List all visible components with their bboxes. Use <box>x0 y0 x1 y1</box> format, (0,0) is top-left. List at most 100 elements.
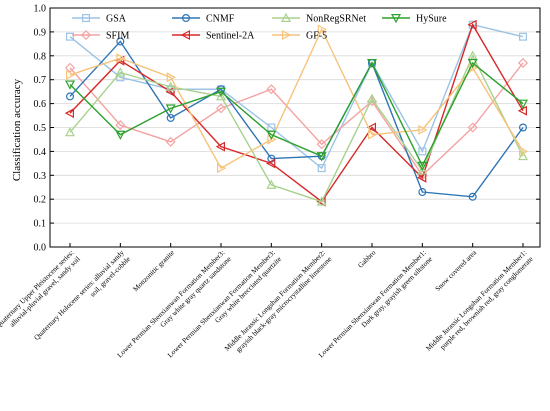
series-gf-5-point <box>418 124 428 135</box>
y-axis-label: Classification accuracy <box>11 78 23 181</box>
series-cnmf-point <box>518 123 527 132</box>
legend-cnmf-point <box>182 14 191 23</box>
series-gsa-point <box>518 32 527 41</box>
x-tick-label-line: Snow covered area <box>434 248 479 293</box>
series-hysure-point <box>215 87 227 97</box>
series-cnmf-point <box>418 188 427 197</box>
legend-gf-5-label: GF-5 <box>306 31 327 42</box>
legend-nonregsrnet-label: NonRegSRNet <box>306 14 366 25</box>
legend-gsa-label: GSA <box>106 14 127 25</box>
series-sentinel-2a-point <box>64 108 75 119</box>
series-sentinel-2a-line <box>69 23 524 203</box>
series-sfim-point <box>215 103 227 114</box>
series-nonregsrnet-point <box>215 91 227 101</box>
y-tick-label: 0.0 <box>34 243 47 254</box>
series-sentinel-2a-point <box>316 196 326 207</box>
series-sfim-point <box>266 84 277 95</box>
series-cnmf-point <box>65 92 74 101</box>
series-nonregsrnet-point <box>115 67 126 77</box>
y-tick-label: 0.7 <box>34 75 47 86</box>
series-sfim-point <box>165 136 176 147</box>
series-sentinel-2a-point <box>266 158 276 169</box>
x-tick-label-line: Quaternary Upper Pleistocene series: <box>0 249 75 330</box>
series-gf-5-point <box>518 146 529 157</box>
series-cnmf-point <box>116 37 125 46</box>
y-tick-label: 0.2 <box>34 195 47 206</box>
x-tick-label: Gabbro <box>357 248 378 269</box>
legend-cnmf-label: CNMF <box>206 14 235 25</box>
legend-hysure-point <box>390 14 402 24</box>
series-gsa-point <box>418 147 427 156</box>
y-tick-label: 0.6 <box>34 99 47 110</box>
series-sfim-point <box>64 62 76 73</box>
series-hysure-point <box>115 130 126 140</box>
series-sfim-point <box>467 122 478 133</box>
series-sentinel-2a-point <box>467 19 477 30</box>
series-sfim-point <box>517 57 529 69</box>
series-gf-5-point <box>116 53 126 64</box>
legend-hysure-label: HySure <box>416 14 447 25</box>
series-gf-5-point <box>65 69 76 80</box>
series-gf-5-line <box>69 27 524 170</box>
legend-gf-5-point <box>282 29 292 41</box>
series-cnmf-point <box>468 192 477 201</box>
series-gsa-point <box>317 164 326 173</box>
x-tick-label-line: Dark gray, grayish green siltstone <box>360 255 434 329</box>
series-sentinel-2a-point <box>215 141 225 152</box>
series-nonregsrnet-point <box>517 150 529 161</box>
x-tick-label-line: Gabbro <box>357 248 378 269</box>
x-tick-label: Quaternary Upper Pleistocene series:allu… <box>0 249 82 337</box>
x-tick-label-line: Middle Jurassic Longshan Formation Membe… <box>425 249 529 353</box>
series-gsa-line <box>69 23 524 170</box>
series-nonregsrnet-point <box>417 165 428 175</box>
series-nonregsrnet-point <box>366 93 378 103</box>
series-sfim-line <box>69 62 524 177</box>
series-gf-5-point <box>368 129 378 140</box>
x-tick-label-line: Lower Permian Shenxianwan Formation Memb… <box>116 249 227 360</box>
series-hysure-point <box>417 161 428 172</box>
series-hysure-point <box>316 152 327 162</box>
series-nonregsrnet-point <box>64 127 76 137</box>
y-tick-label: 0.9 <box>34 27 47 38</box>
series-hysure-point <box>467 58 478 69</box>
series-hysure-point <box>165 104 176 114</box>
legend-nonregsrnet-point <box>280 12 292 22</box>
y-tick-label: 0.5 <box>34 123 47 134</box>
y-tick-label: 0.3 <box>34 171 47 182</box>
x-tick-label: Middle Jurassic Longshan Formation Membe… <box>425 249 535 359</box>
series-sentinel-2a-point <box>366 122 376 133</box>
series-nonregsrnet-point <box>165 81 176 91</box>
y-tick-label: 0.1 <box>34 219 47 230</box>
legend-sfim-point <box>80 29 92 41</box>
series-sentinel-2a-point <box>517 105 528 116</box>
x-tick-label-line: Lower Permian Shenxianwan Formation Memb… <box>317 249 428 360</box>
x-tick-label: Lower Permian Shenxianwan Formation Memb… <box>317 249 434 366</box>
series-cnmf-point <box>166 113 175 122</box>
series-hysure-point <box>266 130 277 140</box>
series-sentinel-2a-point <box>165 86 175 97</box>
series-nonregsrnet-point <box>266 179 277 189</box>
y-tick-label: 0.4 <box>34 147 47 158</box>
series-sfim-point <box>115 120 126 131</box>
series-hysure-point <box>366 58 378 69</box>
x-tick-label-line: alluvial-pluvial gravel, sandy soil <box>8 255 82 329</box>
series-gsa-point <box>65 32 74 41</box>
x-tick-label-line: Monzonitic granite <box>132 249 176 293</box>
series-sfim-point <box>316 139 327 150</box>
x-tick-label: Snow covered area <box>434 248 479 293</box>
series-hysure-point <box>64 80 76 90</box>
series-cnmf-point <box>267 154 276 163</box>
series-gf-5-point <box>166 72 176 83</box>
series-sentinel-2a-point <box>417 172 427 183</box>
legend-gsa-point <box>81 14 90 23</box>
legend-sentinel-2a-label: Sentinel-2A <box>206 31 255 42</box>
series-hysure-line <box>69 61 524 168</box>
x-tick-label: Monzonitic granite <box>132 249 176 293</box>
series-gf-5-point <box>317 24 327 35</box>
y-tick-label: 0.8 <box>34 51 47 62</box>
series-nonregsrnet-point <box>316 196 327 206</box>
y-tick-label: 1.0 <box>34 4 47 15</box>
legend-sfim-label: SFIM <box>106 31 129 42</box>
series-hysure-point <box>517 99 529 109</box>
